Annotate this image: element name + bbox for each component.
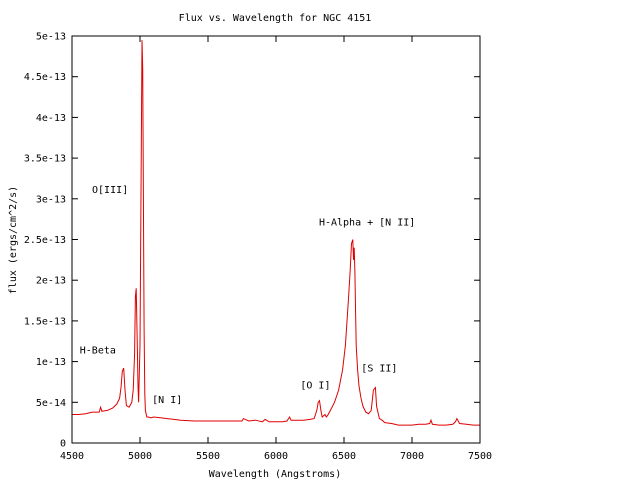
plot-frame xyxy=(71,35,481,444)
annotation-label: O[III] xyxy=(92,185,128,196)
x-tick-label: 5500 xyxy=(196,451,220,462)
x-tick-label: 7500 xyxy=(468,451,492,462)
y-axis-label: flux (ergs/cm^2/s) xyxy=(8,186,19,294)
annotation-label: [S II] xyxy=(361,363,397,374)
y-tick-label: 3e-13 xyxy=(36,194,66,205)
y-tick-label: 5e-13 xyxy=(36,32,66,43)
x-tick-label: 6000 xyxy=(264,451,288,462)
y-tick-label: 1.5e-13 xyxy=(24,316,66,327)
annotation-label: [O I] xyxy=(300,380,330,391)
y-tick-label: 4e-13 xyxy=(36,113,66,124)
data-marks xyxy=(72,40,480,426)
annotation-label: H-Alpha + [N II] xyxy=(319,218,415,229)
y-tick-label: 3.5e-13 xyxy=(24,154,66,165)
y-tick-label: 2.5e-13 xyxy=(24,235,66,246)
y-tick-label: 5e-14 xyxy=(36,398,66,409)
x-tick-label: 4500 xyxy=(60,451,84,462)
y-tick-label: 2e-13 xyxy=(36,276,66,287)
chart-title: Flux vs. Wavelength for NGC 4151 xyxy=(179,13,372,24)
y-tick-label: 1e-13 xyxy=(36,357,66,368)
annotation-label: H-Beta xyxy=(80,345,116,356)
axis-ticks: 4500 5000 5500 6000 6500 7000 7500 0 5e-14 1e-13 1… xyxy=(24,32,492,463)
annotations: O[III] H-Beta [N I] [O I] H-Alpha + [N II] [S… xyxy=(80,185,416,406)
x-tick-label: 5000 xyxy=(128,451,152,462)
y-tick-label: 4.5e-13 xyxy=(24,72,66,83)
x-tick-label: 6500 xyxy=(332,451,356,462)
spectrum-line-series-0 xyxy=(72,40,480,426)
annotation-label: [N I] xyxy=(152,395,182,406)
y-tick-label: 0 xyxy=(60,439,66,450)
x-tick-label: 7000 xyxy=(400,451,424,462)
x-axis-label: Wavelength (Angstroms) xyxy=(209,469,341,480)
